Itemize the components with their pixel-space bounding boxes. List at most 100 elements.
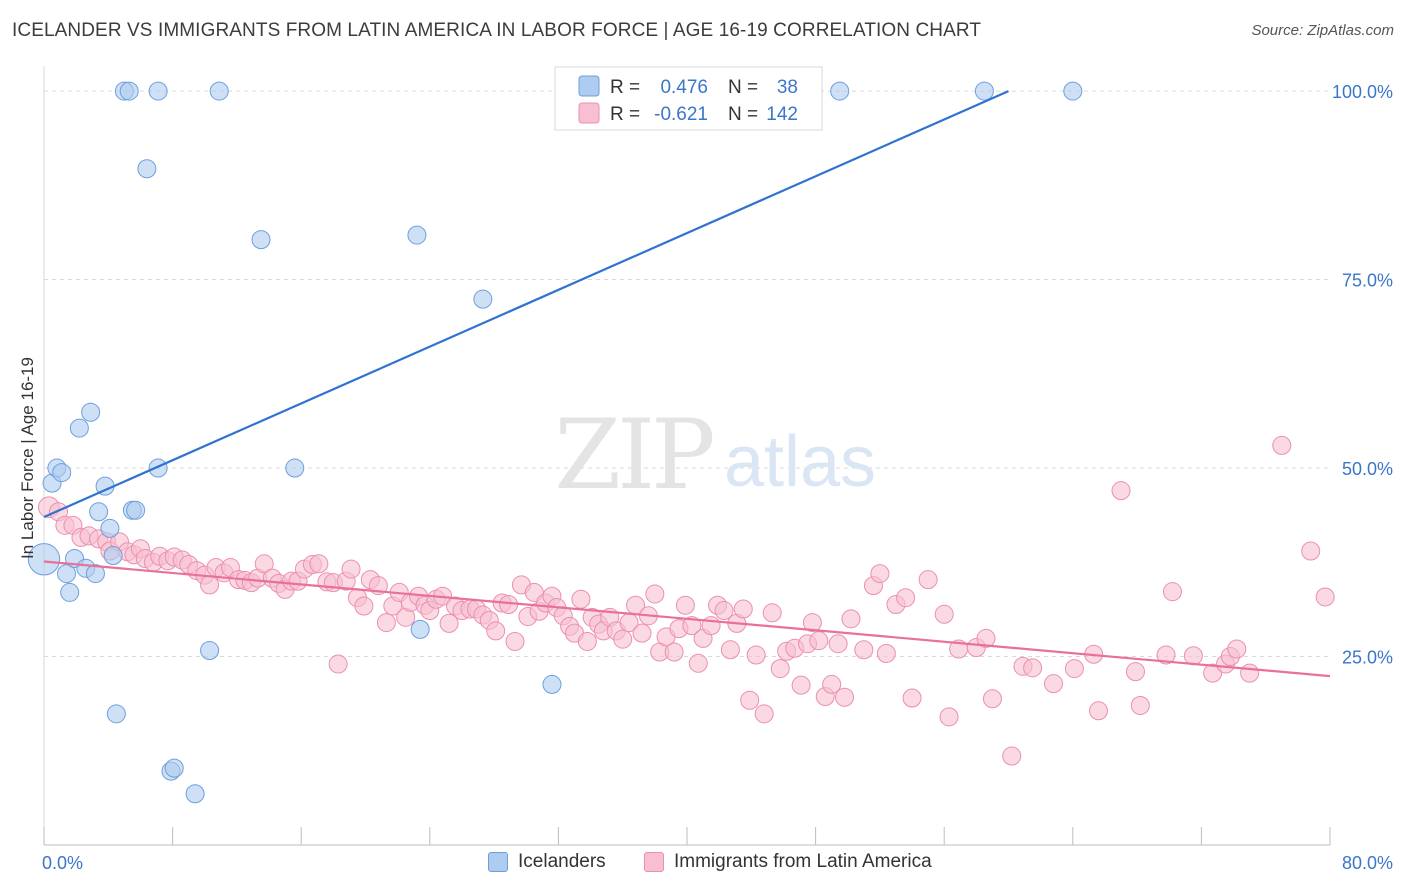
legend-item-latin-america: Immigrants from Latin America: [644, 851, 932, 873]
latin-america-point: [870, 564, 890, 584]
icelander-point: [103, 545, 123, 565]
icelander-point: [251, 230, 271, 250]
latin-america-point: [976, 628, 996, 648]
icelander-point: [473, 289, 493, 309]
latin-america-point: [645, 584, 665, 604]
y-axis-title: In Labor Force | Age 16-19: [18, 357, 37, 559]
latin-america-point: [714, 601, 734, 621]
latin-america-point: [791, 675, 811, 695]
latin-america-point: [341, 559, 361, 579]
latin-america-point: [982, 689, 1002, 709]
latin-america-point: [896, 588, 916, 608]
axes: [43, 66, 1331, 846]
icelander-point: [164, 758, 184, 778]
icelander-point: [830, 81, 850, 101]
latin-america-point: [1183, 646, 1203, 666]
latin-america-point: [822, 674, 842, 694]
icelander-point: [69, 418, 89, 438]
latin-america-point: [200, 575, 220, 595]
icelander-point: [27, 543, 61, 576]
latin-america-point: [876, 644, 896, 664]
latin-america-point: [770, 659, 790, 679]
latin-america-point: [733, 599, 753, 619]
latin-america-point: [1089, 701, 1109, 721]
icelander-point: [185, 784, 205, 804]
icelander-point: [52, 463, 72, 483]
latin-america-point: [918, 570, 938, 590]
legend-label-icelanders: Icelanders: [518, 851, 606, 872]
icelander-point: [119, 81, 139, 101]
y-tick-label: 50.0%: [1342, 459, 1393, 479]
stats-n-label-1: N =: [728, 77, 758, 98]
latin-america-point: [1125, 662, 1145, 682]
latin-america-point: [664, 642, 684, 662]
watermark: ZIP atlas: [554, 399, 876, 511]
latin-america-point: [505, 631, 525, 651]
latin-america-point: [376, 613, 396, 633]
legend-swatch-icelanders: [488, 852, 508, 872]
icelander-point: [60, 582, 80, 602]
legend-item-icelanders: Icelanders: [488, 851, 606, 873]
latin-america-point: [828, 634, 848, 654]
latin-america-point: [632, 623, 652, 643]
latin-america-point: [934, 604, 954, 624]
icelander-point: [200, 640, 220, 660]
latin-america-point: [571, 589, 591, 609]
icelander-trend-line: [43, 90, 1009, 519]
stats-n-value-2: 142: [766, 104, 798, 125]
x-tick-label-min: 0.0%: [42, 853, 83, 873]
latin-america-point: [328, 654, 348, 674]
stats-r-value-1: 0.476: [660, 77, 708, 98]
latin-america-point: [854, 640, 874, 660]
icelander-point: [407, 225, 427, 245]
latin-america-point: [1064, 659, 1084, 679]
latin-america-point: [1227, 639, 1247, 659]
axis-labels: 25.0% 50.0% 75.0% 100.0% 0.0% 80.0% In Labor F…: [18, 82, 1393, 873]
latin-america-point: [1240, 663, 1260, 683]
y-tick-label: 25.0%: [1342, 648, 1393, 668]
latin-america-point: [1203, 663, 1223, 683]
latin-america-point: [1002, 746, 1022, 766]
source-credit: Source: ZipAtlas.com: [1251, 22, 1394, 39]
latin-america-point: [802, 613, 822, 633]
latin-america-point: [1023, 658, 1043, 678]
icelander-point: [410, 619, 430, 639]
icelander-point: [148, 458, 168, 478]
stats-r-label-2: R =: [610, 104, 640, 125]
legend-swatch-latin-america: [644, 852, 664, 872]
latin-america-point: [740, 690, 760, 710]
latin-america-point: [835, 687, 855, 707]
latin-america-point: [1301, 541, 1321, 561]
icelander-points: [27, 81, 1083, 804]
watermark-zip: ZIP: [554, 399, 713, 511]
icelander-point: [209, 81, 229, 101]
stats-n-value-1: 38: [777, 77, 798, 98]
latin-america-point: [1315, 587, 1335, 607]
latin-america-point: [1156, 645, 1176, 665]
icelander-point: [148, 81, 168, 101]
stats-legend-blue-swatch: [578, 75, 600, 97]
icelander-point: [542, 674, 562, 694]
icelander-point: [89, 502, 109, 522]
icelander-point: [1063, 81, 1083, 101]
latin-america-point: [1272, 435, 1292, 455]
latin-america-point: [439, 613, 459, 633]
x-tick-label-max: 80.0%: [1342, 853, 1393, 873]
series-legend: Icelanders Immigrants from Latin America: [0, 851, 1406, 879]
icelander-point: [285, 458, 305, 478]
watermark-atlas: atlas: [724, 422, 876, 502]
legend-label-latin-america: Immigrants from Latin America: [674, 851, 932, 872]
stats-r-value-2: -0.621: [654, 104, 708, 125]
latin-america-point: [688, 653, 708, 673]
latin-america-point: [754, 704, 774, 724]
latin-america-trend-line: [43, 560, 1331, 678]
chart-title: ICELANDER VS IMMIGRANTS FROM LATIN AMERI…: [12, 20, 982, 41]
stats-n-label-2: N =: [728, 104, 758, 125]
latin-america-point: [902, 688, 922, 708]
latin-america-point: [746, 645, 766, 665]
latin-america-points: [37, 435, 1335, 766]
icelander-point: [126, 500, 146, 520]
icelander-point: [85, 564, 105, 584]
latin-america-point: [254, 554, 274, 574]
